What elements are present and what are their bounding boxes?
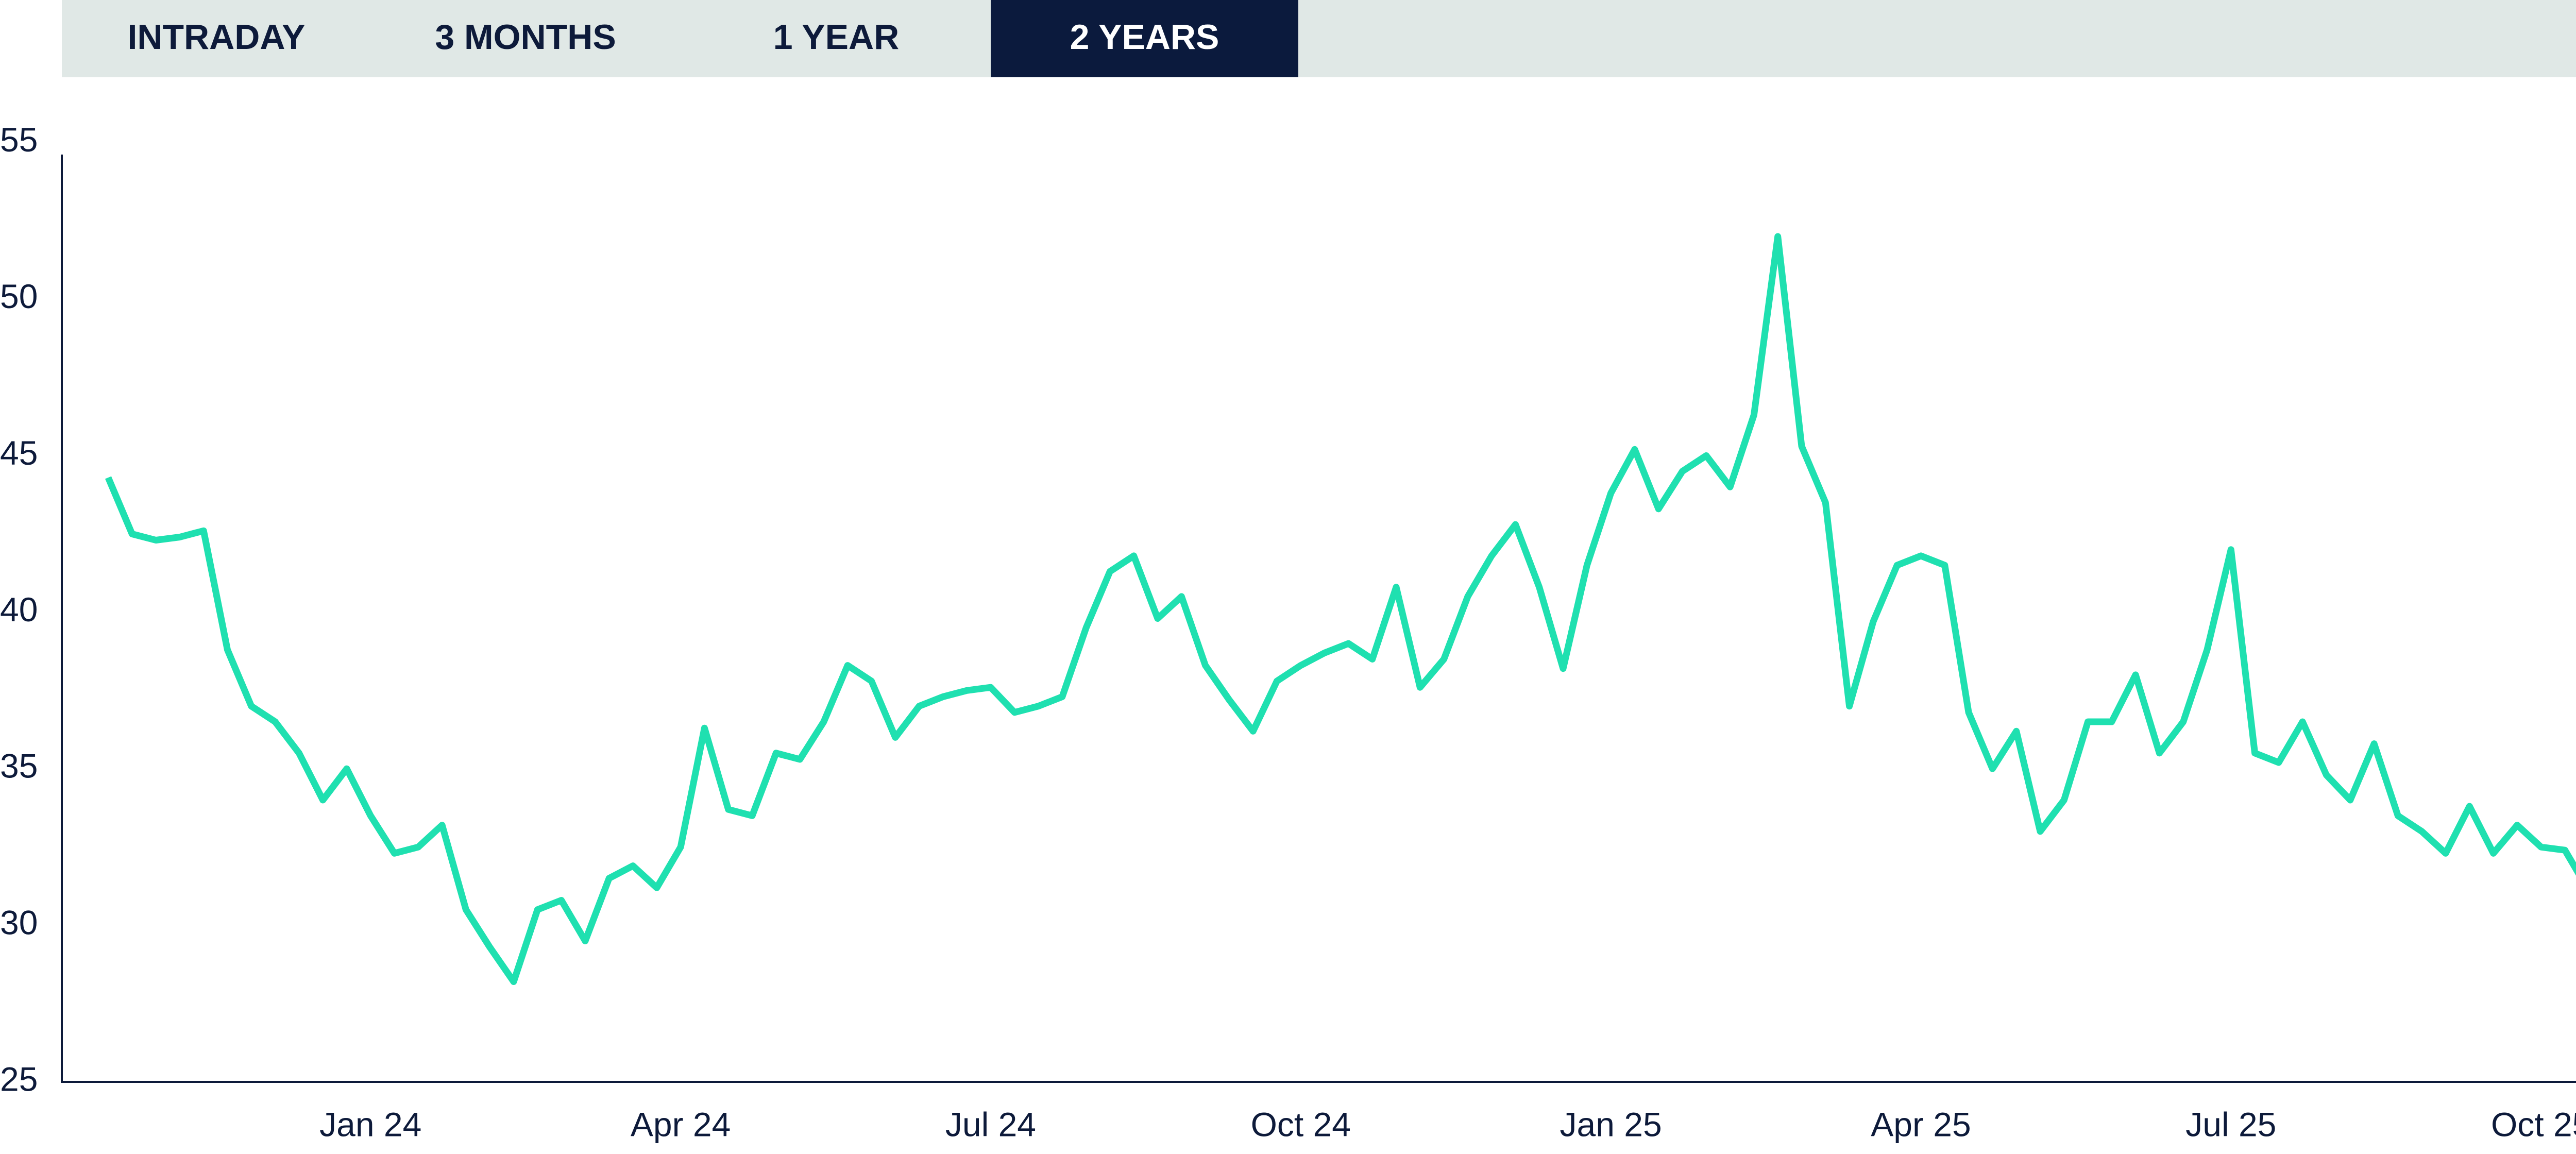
x-tick-label: Jan 25 xyxy=(1560,1105,1662,1143)
plot: 25 30 35 40 45 50 55 Jan 24 Apr 24 Jul 24 Oct 24 Ja… xyxy=(0,121,2576,1143)
y-tick-label: 55 xyxy=(0,121,38,159)
x-tick-label: Jul 24 xyxy=(945,1105,1036,1143)
y-tick-label: 30 xyxy=(0,904,38,942)
x-tick-label: Oct 24 xyxy=(1251,1105,1351,1143)
x-tick-label: Oct 25 xyxy=(2491,1105,2576,1143)
tab-label[interactable]: INTRADAY xyxy=(127,18,305,57)
y-tick-label: 40 xyxy=(0,590,38,629)
x-tick-label: Jul 25 xyxy=(2185,1105,2276,1143)
x-tick-label: Apr 24 xyxy=(631,1105,731,1143)
tab-label[interactable]: 2 YEARS xyxy=(1070,18,1219,57)
tab-bar xyxy=(62,0,2576,77)
price-line xyxy=(105,233,2576,985)
tab-label[interactable]: 3 MONTHS xyxy=(435,18,616,57)
tab-label[interactable]: 1 YEAR xyxy=(773,18,899,57)
y-tick-label: 35 xyxy=(0,747,38,785)
y-tick-label: 50 xyxy=(0,277,38,315)
x-tick-label: Jan 24 xyxy=(319,1105,421,1143)
x-tick-label: Apr 25 xyxy=(1871,1105,1971,1143)
y-tick-label: 25 xyxy=(0,1060,38,1098)
tab-group: INTRADAY 3 MONTHS 1 YEAR 2 YEARS xyxy=(127,0,1298,77)
tab-selected-bg xyxy=(991,0,1298,77)
y-tick-label: 45 xyxy=(0,434,38,472)
